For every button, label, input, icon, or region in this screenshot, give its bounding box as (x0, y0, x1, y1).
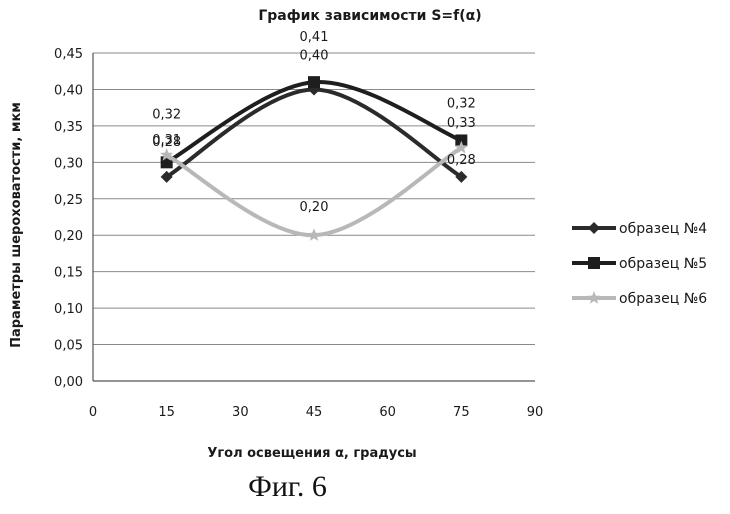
y-tick-label: 0,25 (54, 193, 83, 208)
x-tick-label: 0 (89, 405, 97, 420)
y-tick-label: 0,30 (54, 156, 83, 171)
x-tick-label: 90 (527, 405, 544, 420)
y-tick-label: 0,15 (54, 266, 83, 281)
series-line (167, 148, 462, 235)
legend-marker (587, 291, 600, 304)
chart-title: График зависимости S=f(α) (258, 8, 481, 24)
data-label: 0,32 (152, 107, 181, 122)
x-tick-label: 15 (158, 405, 175, 420)
y-tick-label: 0,35 (54, 120, 83, 135)
y-tick-label: 0,45 (54, 47, 83, 62)
x-tick-label: 45 (306, 405, 323, 420)
data-point (307, 228, 320, 241)
data-label: 0,40 (300, 48, 329, 63)
legend-item: образец №5 (572, 256, 707, 272)
legend-item: образец №6 (572, 291, 707, 307)
y-axis-label: Параметры шероховатости, мкм (9, 102, 24, 348)
legend-label: образец №5 (619, 256, 707, 272)
x-tick-label: 30 (232, 405, 249, 420)
x-tick-label: 75 (453, 405, 470, 420)
data-label: 0,32 (447, 96, 476, 111)
y-tick-label: 0,00 (54, 375, 83, 390)
x-tick-label: 60 (379, 405, 396, 420)
chart: График зависимости S=f(α) 0,000,050,100,… (0, 0, 730, 470)
x-axis-label: Угол освещения α, градусы (207, 446, 416, 461)
data-label: 0,20 (300, 200, 329, 215)
series-3 (160, 141, 468, 241)
data-label: 0,28 (152, 135, 181, 150)
data-label: 0,28 (447, 153, 476, 168)
legend-label: образец №6 (619, 291, 707, 307)
y-tick-label: 0,05 (54, 339, 83, 354)
legend-item: образец №4 (572, 221, 707, 237)
x-tick-labels: 0 15 30 45 60 75 90 (89, 405, 543, 420)
data-label: 0,33 (447, 116, 476, 131)
legend-label: образец №4 (619, 221, 707, 237)
data-point (308, 76, 320, 88)
data-label: 0,41 (300, 30, 329, 45)
legend-marker (588, 222, 600, 234)
legend-marker (588, 257, 600, 269)
y-tick-label: 0,40 (54, 83, 83, 98)
y-tick-labels: 0,00 0,05 0,10 0,15 0,20 0,25 0,30 0,35 0,40 0,45 (54, 47, 83, 390)
series-lines (160, 76, 468, 241)
legend: образец №4 образец №5 образец №6 (572, 221, 707, 307)
y-tick-label: 0,10 (54, 302, 83, 317)
y-tick-label: 0,20 (54, 229, 83, 244)
figure-caption: Фиг. 6 (0, 470, 575, 504)
